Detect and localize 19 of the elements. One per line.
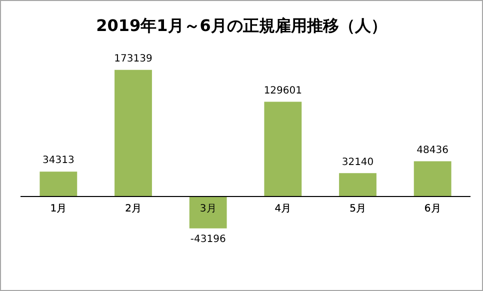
- x-tick-label: 4月: [274, 203, 292, 214]
- x-tick-label: 5月: [350, 203, 366, 214]
- bar: [339, 173, 376, 197]
- x-tick-label: 3月: [200, 203, 216, 214]
- x-tick-label: 6月: [424, 203, 441, 214]
- bar: [264, 102, 302, 197]
- bar: [40, 172, 78, 197]
- chart-title: 2019年1月～6月の正規雇用推移（人）: [96, 16, 387, 35]
- data-label: 48436: [416, 144, 448, 156]
- data-label: 129601: [264, 85, 302, 96]
- x-tick-label: 1月: [50, 203, 67, 214]
- data-label: -43196: [190, 234, 226, 245]
- bar: [414, 161, 452, 197]
- data-label: 173139: [114, 53, 152, 64]
- x-tick-label: 2月: [125, 203, 142, 214]
- data-label: 34313: [42, 155, 74, 166]
- data-label: 32140: [342, 156, 374, 168]
- bar: [114, 70, 152, 197]
- bar: [189, 196, 227, 228]
